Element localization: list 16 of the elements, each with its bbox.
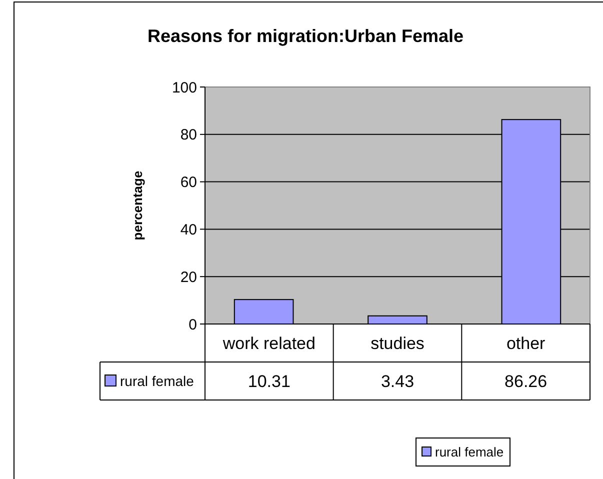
- x-tick-label: other: [506, 334, 546, 353]
- data-label: 10.31: [248, 372, 290, 391]
- x-tick-label: studies: [370, 334, 424, 353]
- x-tick-label: work related: [222, 334, 316, 353]
- y-tick-label: 0: [188, 316, 197, 334]
- y-tick-label: 100: [172, 79, 197, 96]
- data-label: 3.43: [380, 372, 414, 391]
- legend-label: rural female: [120, 372, 194, 389]
- data-label: 86.26: [504, 372, 548, 391]
- y-tick-label: 80: [180, 126, 197, 144]
- chart-title: Reasons for migration:Urban Female: [147, 26, 464, 46]
- y-axis-title: percentage: [130, 170, 145, 240]
- text: rural female: [435, 444, 504, 460]
- y-tick-label: 60: [180, 174, 197, 192]
- y-tick-label: 20: [180, 268, 197, 286]
- y-tick-label: 40: [180, 221, 197, 238]
